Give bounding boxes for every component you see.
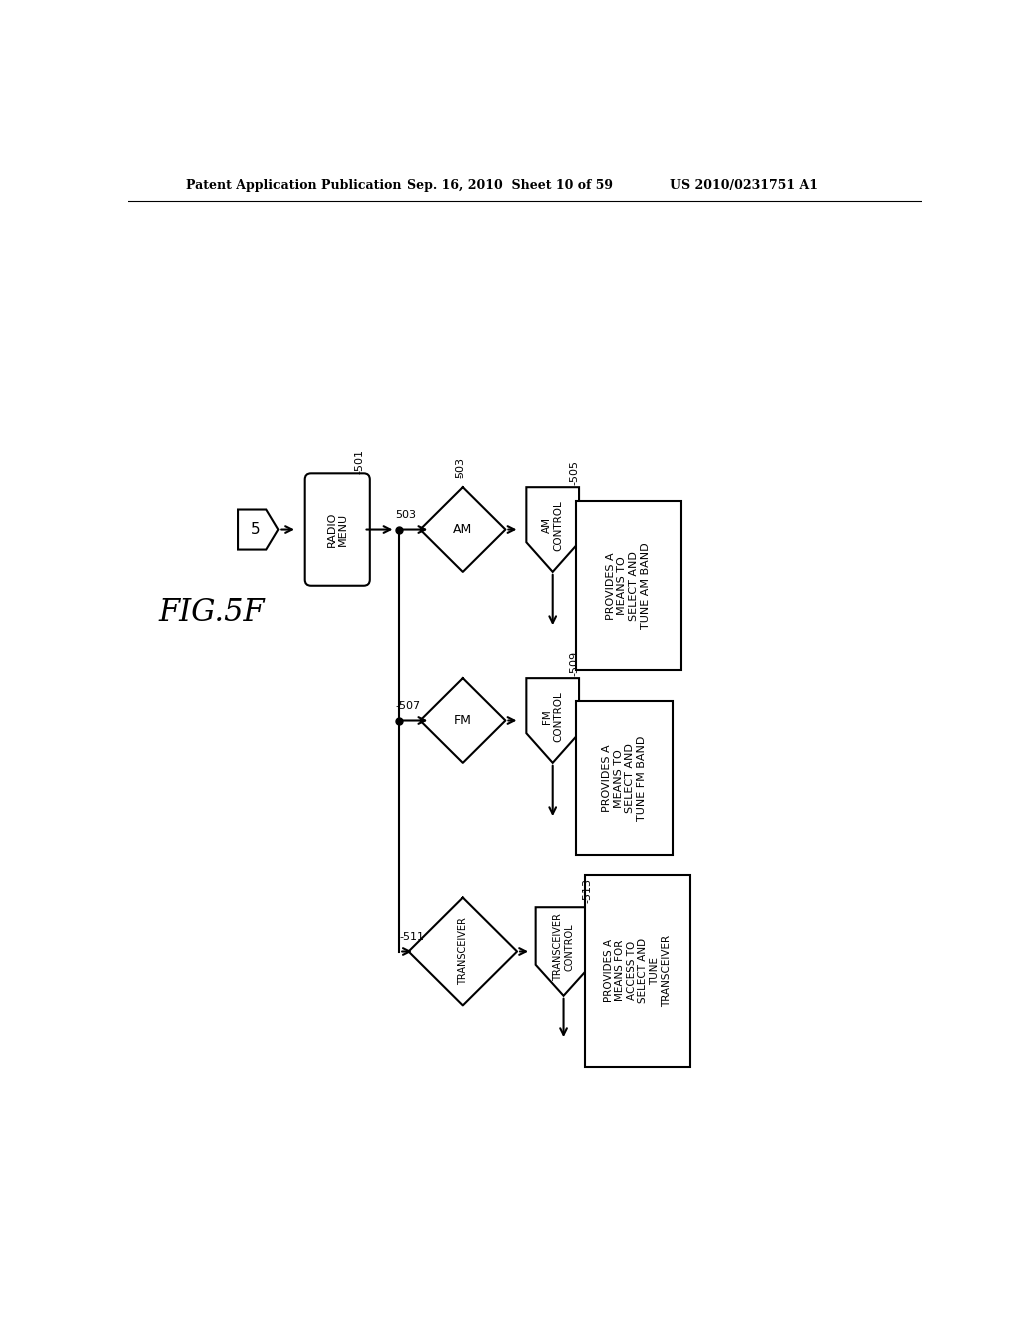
Text: PROVIDES A
MEANS TO
SELECT AND
TUNE AM BAND: PROVIDES A MEANS TO SELECT AND TUNE AM B… [606,543,650,630]
Text: -513: -513 [583,878,593,903]
Polygon shape [536,907,592,995]
Bar [575,701,673,855]
Bar [575,502,681,671]
Text: Patent Application Publication: Patent Application Publication [186,178,401,191]
Text: FIG.5F: FIG.5F [159,597,265,628]
Text: TRANSCEIVER: TRANSCEIVER [458,917,468,986]
Text: 5: 5 [251,521,261,537]
Bar [586,875,690,1067]
Text: -: - [455,474,465,478]
Text: 503: 503 [455,458,465,478]
Text: 503: 503 [395,510,417,520]
Text: Sep. 16, 2010  Sheet 10 of 59: Sep. 16, 2010 Sheet 10 of 59 [407,178,613,191]
FancyBboxPatch shape [305,474,370,586]
Text: AM
CONTROL: AM CONTROL [542,500,563,550]
Polygon shape [526,487,579,572]
Text: US 2010/0231751 A1: US 2010/0231751 A1 [671,178,818,191]
Text: -501: -501 [354,449,365,474]
Polygon shape [526,678,579,763]
Text: -509: -509 [569,651,580,676]
Text: TRANSCEIVER
CONTROL: TRANSCEIVER CONTROL [553,913,574,981]
Text: FM: FM [454,714,472,727]
Text: PROVIDES A
MEANS TO
SELECT AND
TUNE FM BAND: PROVIDES A MEANS TO SELECT AND TUNE FM B… [602,735,647,821]
Text: RADIO
MENU: RADIO MENU [327,512,348,548]
Text: -505: -505 [569,461,580,486]
Text: -507: -507 [395,701,421,711]
Text: FM
CONTROL: FM CONTROL [542,690,563,742]
Polygon shape [238,510,279,549]
Text: -511: -511 [399,932,424,942]
Text: AM: AM [454,523,472,536]
Text: PROVIDES A
MEANS FOR
ACCESS TO
SELECT AND
TUNE
TRANSCEIVER: PROVIDES A MEANS FOR ACCESS TO SELECT AN… [603,935,672,1007]
